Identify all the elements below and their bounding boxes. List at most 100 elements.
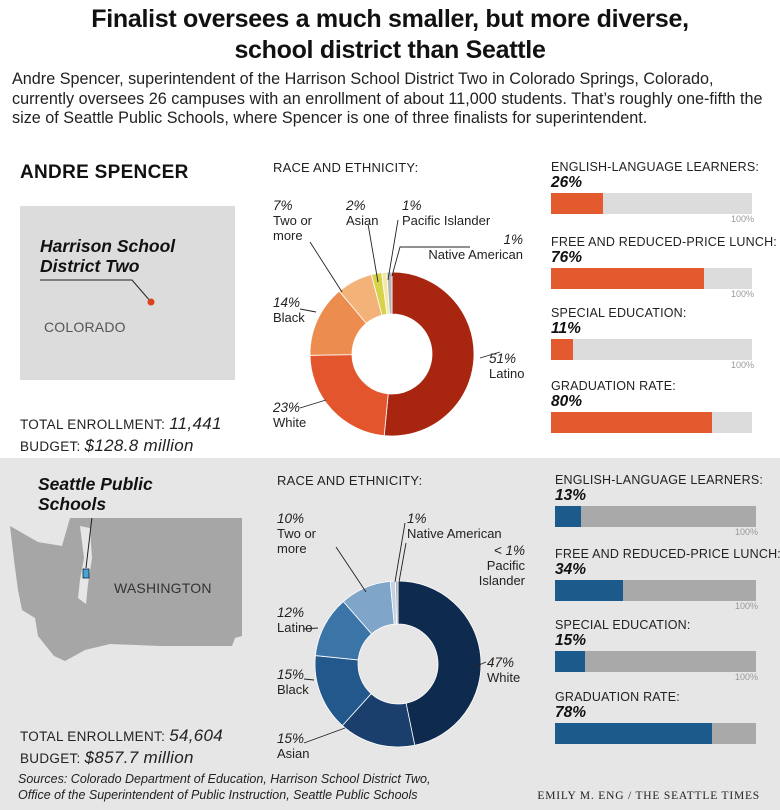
district-name-line-1: Harrison School — [40, 236, 176, 256]
pie-leader-line — [391, 246, 470, 277]
bar-title: SPECIAL EDUCATION: — [555, 618, 691, 632]
pie-label-white: 23% White — [273, 400, 306, 430]
pie-label-pct: 14% — [273, 295, 301, 310]
bar-title: ENGLISH-LANGUAGE LEARNERS: — [555, 473, 764, 487]
pie-label-black: 14% Black — [273, 295, 305, 325]
enrollment-label: TOTAL ENROLLMENT: — [20, 729, 170, 744]
pie-leader-line — [387, 219, 399, 281]
bar-max-label: 100% — [730, 360, 754, 370]
budget-value: $128.8 million — [84, 436, 194, 455]
pie-label-latino: 12% Latino — [277, 605, 312, 635]
pie-label-pct: 1% — [503, 232, 523, 247]
enrollment-value: 54,604 — [169, 726, 223, 745]
district-location-dot — [147, 298, 155, 306]
pie-label-pct: < 1% — [493, 543, 525, 558]
pie-leader-line — [398, 542, 407, 583]
pie-label-name: more — [273, 228, 303, 243]
pie-label-name: Latino — [489, 366, 525, 381]
budget-label: BUDGET: — [20, 751, 85, 766]
bar-fill — [555, 723, 712, 744]
bar-track — [555, 580, 756, 601]
bar-max-label: 100% — [730, 214, 754, 224]
pie-label-latino: 51% Latino — [489, 351, 524, 381]
bar-grad-seattle: GRADUATION RATE: 78% — [555, 690, 760, 744]
bar-track — [551, 268, 752, 289]
enrollment-label: TOTAL ENROLLMENT: — [20, 417, 170, 432]
seattle-location-marker — [82, 568, 90, 579]
bar-fill — [551, 268, 704, 289]
state-label-colorado: COLORADO — [44, 319, 126, 335]
bar-title: SPECIAL EDUCATION: — [551, 306, 687, 320]
state-label-washington: WASHINGTON — [114, 580, 212, 596]
bar-grad-harrison: GRADUATION RATE: 80% — [551, 379, 756, 433]
bar-value: 26% — [551, 174, 583, 191]
bar-lunch-seattle: FREE AND REDUCED-PRICE LUNCH: 34% 100% — [555, 547, 780, 612]
washington-map — [10, 518, 242, 661]
washington-state-shape — [10, 518, 242, 661]
pie-label-name: Pacific — [486, 558, 525, 573]
intro-text: Andre Spencer, superintendent of the Har… — [12, 70, 763, 127]
bar-value: 80% — [551, 393, 583, 410]
bar-lunch-harrison: FREE AND REDUCED-PRICE LUNCH: 76% 100% — [551, 235, 777, 300]
pie-label-name: Asian — [346, 213, 379, 228]
bar-value: 78% — [555, 704, 587, 721]
pie-label-pacific-islander: 1% Pacific Islander — [402, 198, 490, 228]
bar-fill — [555, 506, 582, 527]
pie-label-name: White — [273, 415, 307, 430]
pie-leader-line — [303, 678, 315, 681]
pie-leader-line — [367, 223, 379, 283]
pie-slice-latino — [383, 271, 475, 437]
pie-label-name: Black — [277, 682, 309, 697]
bar-value: 15% — [555, 632, 587, 649]
pie-slice-white — [397, 580, 482, 746]
bar-fill — [555, 651, 586, 672]
bar-fill — [551, 193, 604, 214]
pie-label-two-or-more: 10% Two or more — [277, 511, 316, 556]
pie-label-pct: 7% — [273, 198, 293, 213]
bar-value: 11% — [551, 320, 581, 337]
budget-value: $857.7 million — [84, 748, 194, 767]
pie-label-white: 47% White — [487, 655, 520, 685]
bar-track — [551, 193, 752, 214]
sources: Sources: Colorado Department of Educatio… — [18, 771, 430, 803]
bar-ell-harrison: ENGLISH-LANGUAGE LEARNERS: 26% 100% — [551, 160, 759, 225]
pie-label-name: Pacific Islander — [402, 213, 491, 228]
sources-line-2: Office of the Superintendent of Public I… — [18, 788, 418, 802]
pie-leader-line — [299, 308, 317, 313]
pie-label-name: Native American — [407, 526, 502, 541]
pie-label-pct: 51% — [489, 351, 517, 366]
pie-label-name: more — [277, 541, 307, 556]
district-name-harrison: Harrison School District Two — [40, 236, 175, 276]
bar-value: 76% — [551, 249, 583, 266]
bar-track — [555, 723, 756, 744]
budget-seattle: BUDGET: $857.7 million — [20, 748, 194, 768]
pie-label-name: Islander — [478, 573, 525, 588]
bar-fill — [551, 339, 574, 360]
pie-label-native-american: 1% Native American — [407, 511, 502, 541]
district-name-seattle: Seattle Public Schools — [38, 474, 153, 514]
pie-leader-line — [299, 399, 327, 409]
bar-track — [551, 412, 752, 433]
bar-track — [555, 651, 756, 672]
pie-label-name: White — [487, 670, 521, 685]
pie-label-pct: 12% — [277, 605, 305, 620]
pie-slice-native-american — [386, 271, 393, 315]
pie-label-name: Native American — [428, 247, 523, 262]
bar-fill — [551, 412, 712, 433]
pie-label-pct: 2% — [346, 198, 366, 213]
sources-line-1: Sources: Colorado Department of Educatio… — [18, 772, 431, 786]
pie-label-name: Asian — [277, 746, 310, 761]
headline-line-1: Finalist oversees a much smaller, but mo… — [91, 5, 689, 33]
colorado-map-leader — [40, 279, 155, 306]
bar-sped-harrison: SPECIAL EDUCATION: 11% 100% — [551, 306, 756, 371]
pie-label-black: 15% Black — [277, 667, 309, 697]
pie-label-name: Latino — [277, 620, 313, 635]
bar-max-label: 100% — [734, 527, 758, 537]
credit: EMILY M. ENG / THE SEATTLE TIMES — [537, 790, 760, 802]
section-title: ANDRE SPENCER — [20, 162, 189, 183]
pie-label-pacific-islander: < 1% Pacific Islander — [463, 543, 525, 588]
district-name-line-2: District Two — [40, 256, 140, 276]
pie-label-native-american: 1% Native American — [425, 232, 523, 262]
enrollment-seattle: TOTAL ENROLLMENT: 54,604 — [20, 726, 223, 746]
